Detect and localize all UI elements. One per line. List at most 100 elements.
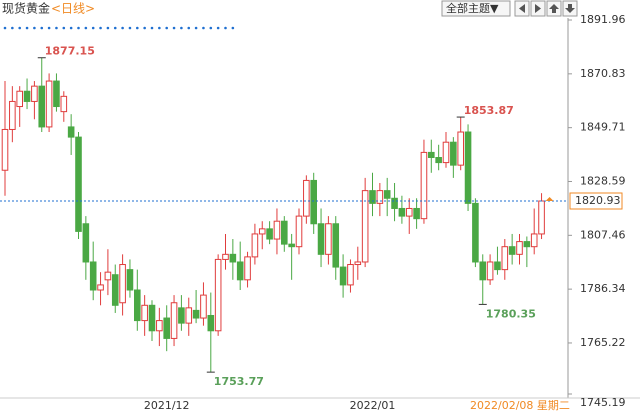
theme-button[interactable] <box>441 0 511 17</box>
marker-dot <box>136 26 139 30</box>
candle-body <box>192 309 200 319</box>
candle-body <box>222 253 229 260</box>
candle-body <box>472 202 479 263</box>
candle-body <box>244 256 251 281</box>
marker-dot <box>194 26 198 30</box>
y-tick-label: 1745.19 <box>580 396 626 409</box>
nav-icons[interactable] <box>514 0 578 17</box>
marker-dot <box>106 26 110 30</box>
candle-body <box>347 264 354 286</box>
marker-dot <box>172 26 176 30</box>
candle-body <box>178 307 185 324</box>
candle-body <box>60 95 68 113</box>
marker-dot <box>224 26 227 30</box>
candle-body <box>310 179 317 225</box>
candle-body <box>200 294 207 319</box>
marker-dot <box>84 26 88 30</box>
marker-dot <box>180 26 183 30</box>
candle-body <box>538 200 545 235</box>
candle-body <box>53 80 60 108</box>
candle-body <box>170 302 178 339</box>
marker-dot <box>150 26 154 30</box>
candle-body <box>457 131 464 166</box>
candle-body <box>163 317 170 339</box>
candle-body <box>442 141 450 164</box>
candle-body <box>450 141 457 166</box>
annotation: 1853.87 <box>464 104 514 117</box>
y-tick-label: 1849.71 <box>580 121 626 134</box>
candle-body <box>207 314 215 332</box>
candle-body <box>530 233 538 248</box>
marker-dot <box>77 26 80 30</box>
chart-title: 现货黄金 <box>2 1 50 16</box>
annotation: 1877.15 <box>45 45 95 58</box>
marker-dot <box>69 26 73 30</box>
candle-body <box>494 261 501 271</box>
marker-dot <box>128 26 132 30</box>
candle-body <box>82 223 90 263</box>
candle-body <box>508 246 516 255</box>
candle-body <box>214 258 222 332</box>
candle-body <box>523 241 531 248</box>
candle-body <box>9 100 16 130</box>
theme-button-label[interactable]: 全部主题▼ <box>446 1 499 15</box>
marker-dot <box>216 26 220 30</box>
candle-body <box>31 85 38 102</box>
candle-body <box>23 90 31 102</box>
candle-body <box>16 90 23 108</box>
candle-body <box>354 261 362 266</box>
candle-body <box>97 284 104 291</box>
candle-body <box>464 131 472 204</box>
candle-body <box>391 197 398 209</box>
candle-body <box>405 207 413 217</box>
candle-body <box>369 190 376 204</box>
candle-body <box>281 220 288 245</box>
marker-dot <box>231 26 235 30</box>
candle-body <box>339 266 347 286</box>
marker-dot <box>209 26 213 30</box>
candle-body <box>361 190 369 263</box>
marker-dot <box>187 26 191 30</box>
candle-body <box>38 85 46 128</box>
candle-body <box>295 215 303 248</box>
candle-body <box>317 223 325 255</box>
marker-dot <box>40 26 44 30</box>
candle-body <box>134 289 141 322</box>
candle-body <box>376 190 384 204</box>
annotation: 1780.35 <box>486 307 536 320</box>
marker-dot <box>143 26 146 30</box>
candle-body <box>67 126 75 138</box>
marker-dot <box>113 26 117 30</box>
marker-dot <box>158 26 161 30</box>
candle-body <box>126 269 134 291</box>
candle-body <box>1 128 9 171</box>
x-tick-label: 2022/01 <box>350 399 396 412</box>
date-label: 2022/02/08 星期二 <box>470 399 570 412</box>
candle-body <box>288 243 295 248</box>
marker-dot <box>47 26 51 30</box>
last-price-box <box>569 192 623 210</box>
candle-body <box>428 151 435 159</box>
candle-body <box>486 261 494 281</box>
candle-body <box>273 220 281 240</box>
marker-dot <box>33 26 36 30</box>
candle-body <box>479 261 487 281</box>
y-tick-label: 1765.22 <box>580 336 626 349</box>
marker-dot <box>121 26 124 30</box>
y-tick-label: 1870.83 <box>580 67 626 80</box>
y-tick-label: 1807.46 <box>580 228 626 241</box>
candle-body <box>398 207 406 217</box>
candle-body <box>258 228 266 235</box>
marker-dot <box>55 26 58 30</box>
candle-body <box>251 233 259 258</box>
marker-dot <box>91 26 95 30</box>
candle-body <box>266 228 273 240</box>
marker-dot <box>18 26 22 30</box>
marker-dot <box>165 26 168 30</box>
marker-dot <box>62 26 66 30</box>
candle-body <box>383 190 391 199</box>
y-tick-label: 1828.59 <box>580 174 626 187</box>
candle-body <box>148 304 156 332</box>
annotation: 1753.77 <box>214 375 264 388</box>
